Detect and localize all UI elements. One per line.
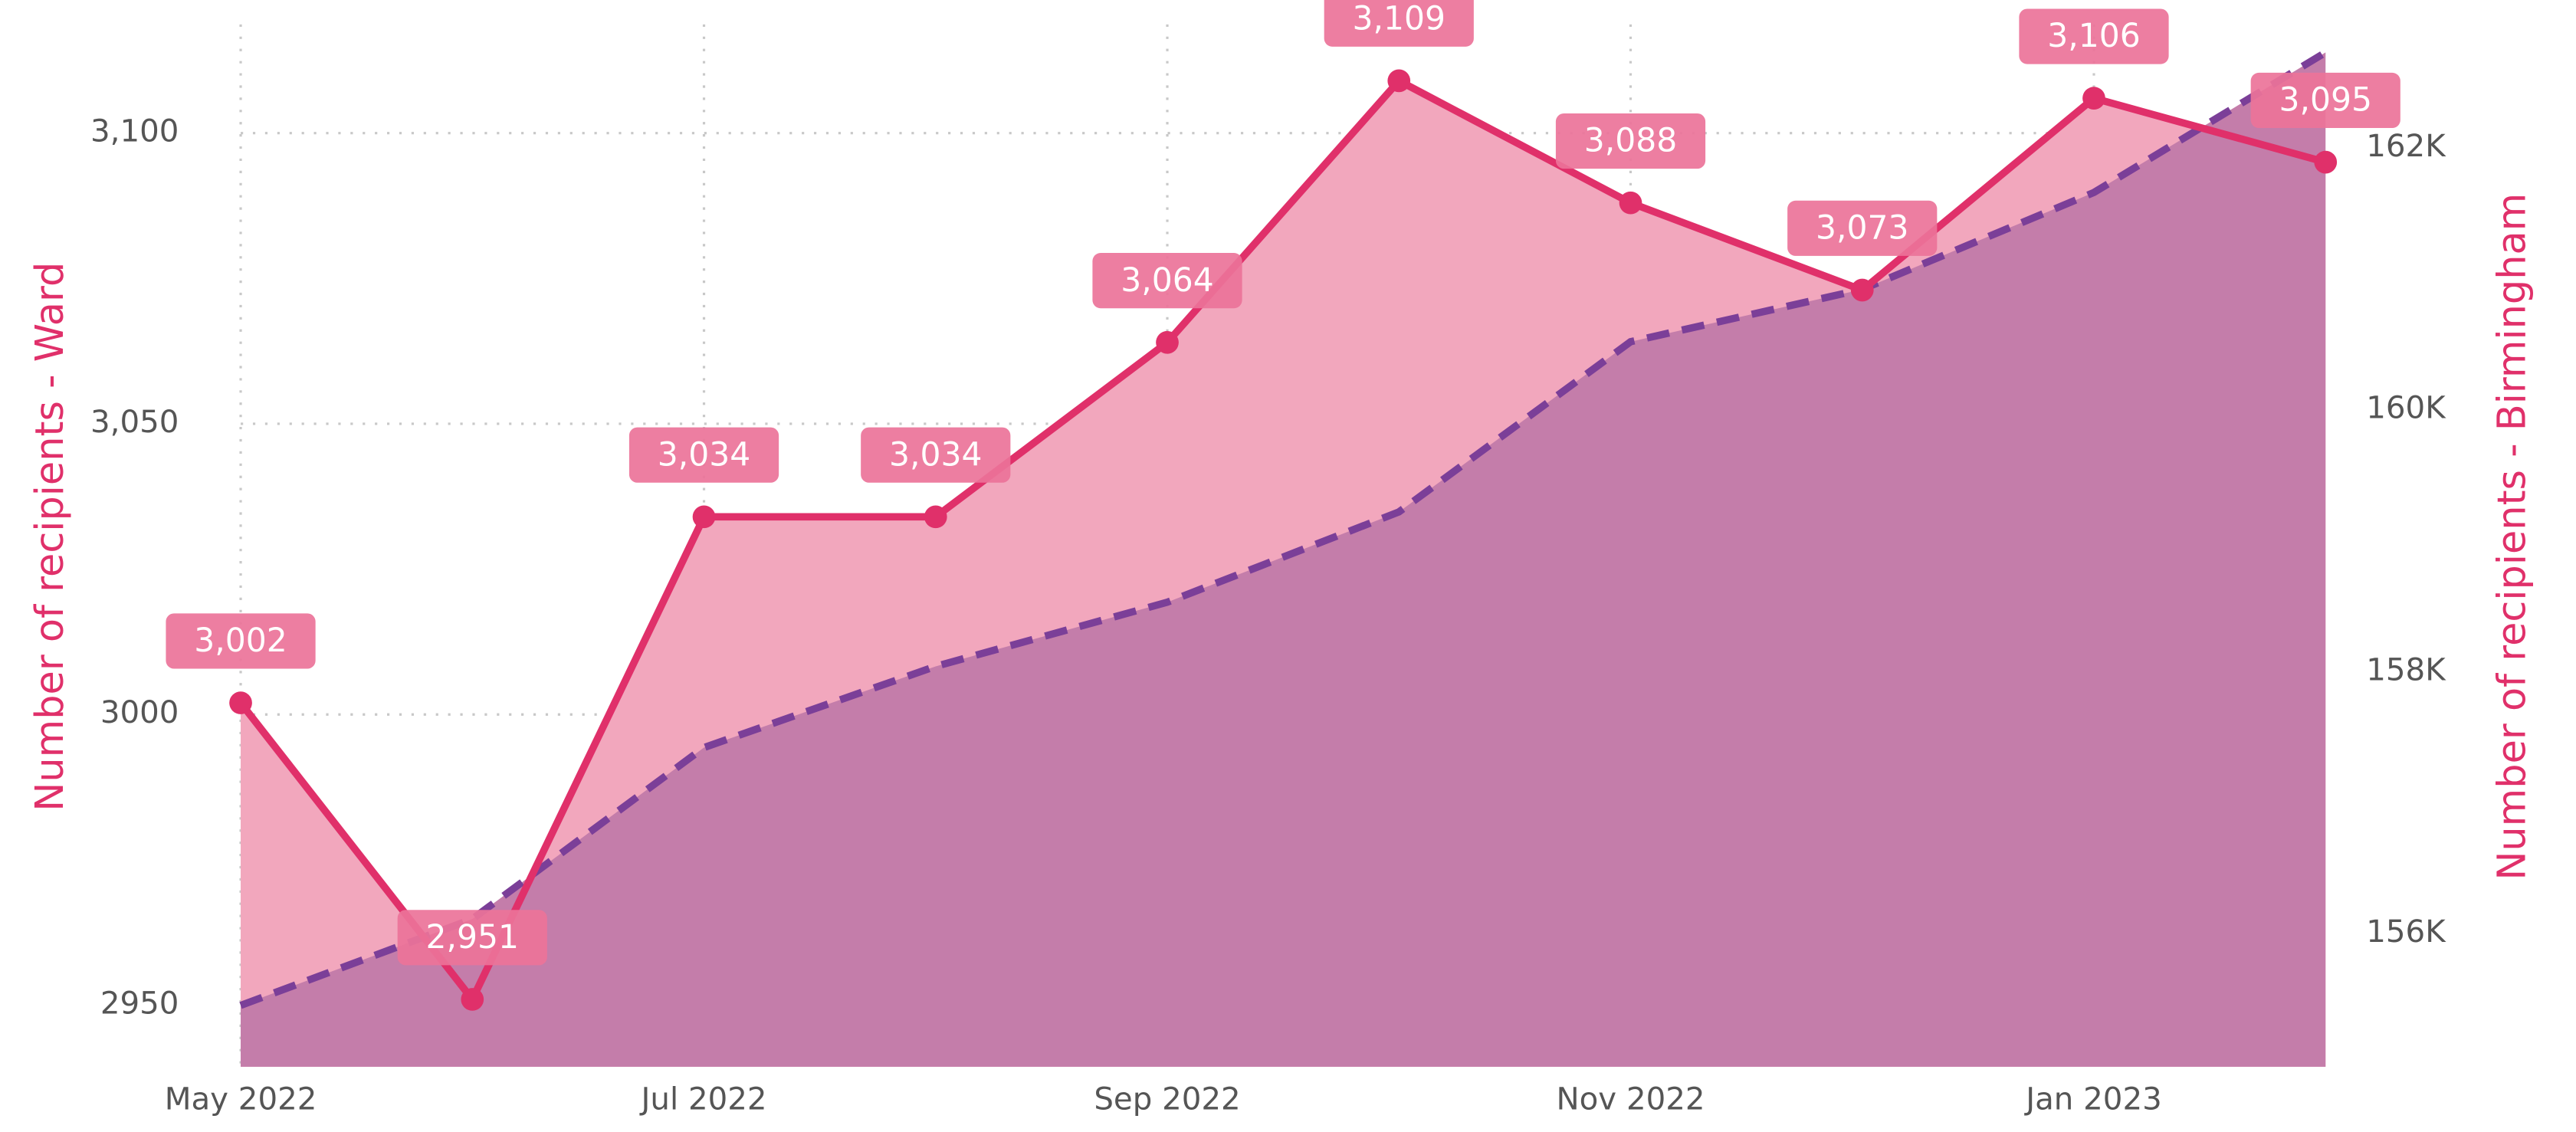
ward-point bbox=[1850, 278, 1874, 302]
x-tick-label: Sep 2022 bbox=[1094, 1081, 1240, 1117]
data-label-box bbox=[1787, 200, 1938, 256]
data-label: 3,002 bbox=[194, 622, 287, 660]
ward-point bbox=[692, 505, 716, 529]
data-label: 3,064 bbox=[1121, 262, 1213, 300]
y-tick-label: 3,100 bbox=[90, 113, 179, 149]
y-tick-label: 2950 bbox=[100, 986, 179, 1022]
y2-axis-title: Number of recipients - Birmingham bbox=[2489, 193, 2535, 881]
data-label: 3,073 bbox=[1816, 209, 1908, 247]
y2-tick-label: 162K bbox=[2366, 128, 2446, 164]
data-label: 2,951 bbox=[426, 919, 519, 956]
y-tick-label: 3000 bbox=[100, 694, 179, 730]
data-label-box bbox=[1324, 0, 1474, 47]
ward-point bbox=[461, 988, 484, 1011]
ward-line bbox=[238, 77, 2327, 1003]
y2-tick-label: 160K bbox=[2366, 390, 2446, 426]
data-label-box bbox=[397, 910, 547, 966]
data-label: 3,034 bbox=[889, 436, 982, 474]
ward-point bbox=[2314, 150, 2338, 174]
ward-point bbox=[2082, 87, 2105, 110]
data-label: 3,109 bbox=[1353, 0, 1446, 38]
data-label-box bbox=[2250, 72, 2400, 129]
ward-point bbox=[1619, 191, 1642, 215]
data-label: 3,106 bbox=[2047, 18, 2140, 55]
data-label: 3,088 bbox=[1584, 123, 1677, 160]
ward-point bbox=[1387, 69, 1411, 93]
data-label-box bbox=[861, 427, 1011, 483]
y2-tick-label: 156K bbox=[2366, 914, 2446, 950]
ward-point bbox=[229, 691, 252, 714]
data-label-box bbox=[628, 427, 779, 483]
x-tick-label: May 2022 bbox=[165, 1081, 317, 1117]
data-label: 3,095 bbox=[2279, 82, 2372, 120]
x-tick-label: Jan 2023 bbox=[2023, 1081, 2161, 1117]
ward-point bbox=[1156, 330, 1179, 354]
data-label-box bbox=[1092, 253, 1242, 309]
ward-point bbox=[924, 505, 947, 529]
y-axis-title: Number of recipients - Ward bbox=[28, 262, 73, 812]
x-tick-label: Jul 2022 bbox=[639, 1081, 767, 1117]
data-label-box bbox=[1555, 113, 1706, 169]
data-label-box bbox=[166, 613, 316, 669]
data-label: 3,034 bbox=[658, 436, 750, 474]
data-label-box bbox=[2019, 8, 2169, 64]
birmingham-line bbox=[239, 49, 2328, 1009]
y-tick-label: 3,050 bbox=[90, 404, 179, 440]
x-tick-label: Nov 2022 bbox=[1556, 1081, 1705, 1117]
y2-tick-label: 158K bbox=[2366, 651, 2446, 687]
